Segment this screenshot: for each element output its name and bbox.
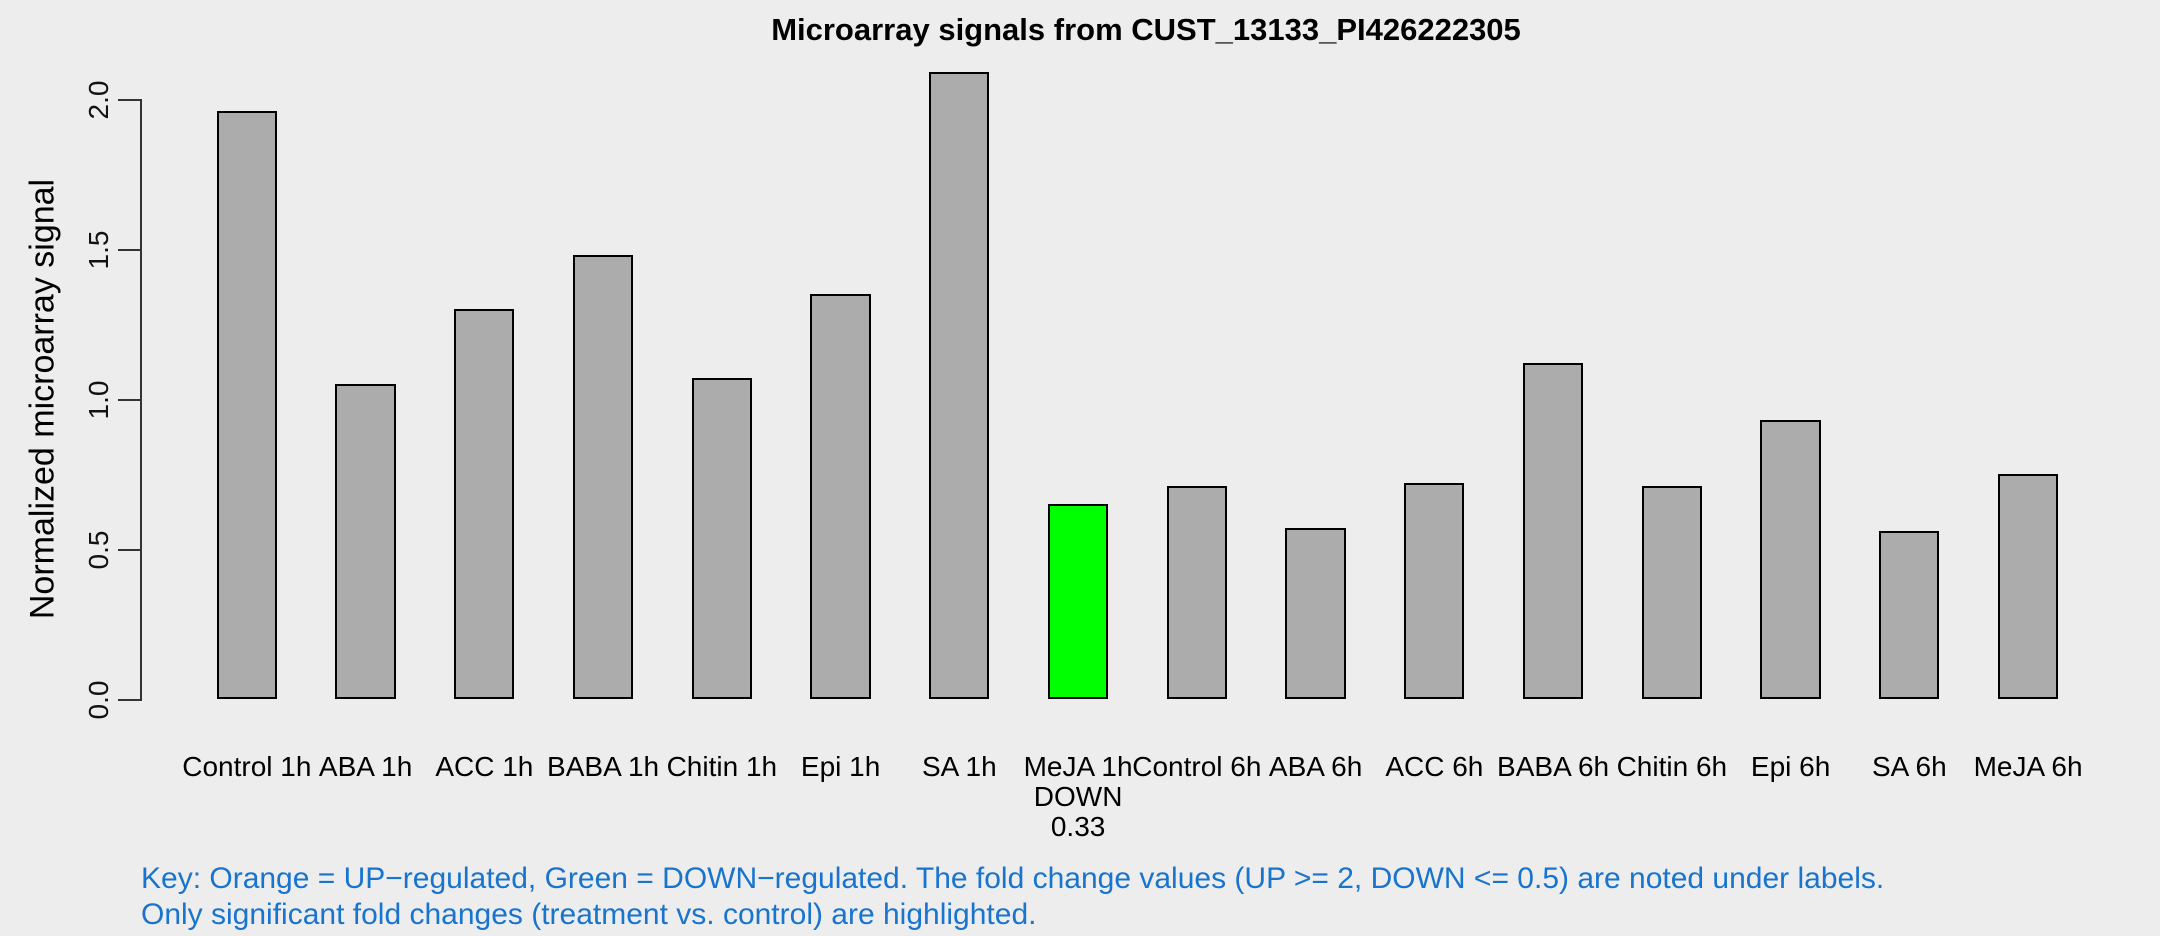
bar-label-aba-1h: ABA 1h (318, 751, 413, 782)
y-tick-label: 2.0 (83, 80, 114, 120)
key-line-1: Key: Orange = UP−regulated, Green = DOWN… (141, 862, 1885, 895)
bar-acc-6h (1404, 483, 1465, 699)
y-tick-label: 1.0 (83, 380, 114, 420)
bar-aba-1h (335, 384, 396, 699)
bar-sa-6h (1879, 531, 1940, 699)
bar-label-epi-1h: Epi 1h (800, 751, 881, 782)
key-line-2: Only significant fold changes (treatment… (141, 898, 1037, 931)
bar-label-baba-1h: BABA 1h (547, 751, 660, 782)
y-tick-mark (118, 99, 142, 101)
bar-label-acc-1h: ACC 1h (435, 751, 534, 782)
bar-label-control-6h: Control 6h (1132, 751, 1262, 782)
y-tick-mark (118, 549, 142, 551)
bar-sa-1h (929, 72, 990, 699)
bar-meja-6h (1997, 474, 2059, 699)
y-tick-label: 1.5 (83, 230, 114, 270)
bar-baba-6h (1522, 363, 1584, 699)
bar-epi-6h (1760, 420, 1821, 699)
bar-label-baba-6h: BABA 6h (1497, 751, 1610, 782)
bar-label-control-1h: Control 1h (182, 751, 312, 782)
bar-chitin-6h (1641, 486, 1702, 699)
y-tick-mark (118, 399, 142, 401)
bar-label-epi-6h: Epi 6h (1750, 751, 1831, 782)
bar-control-1h (216, 111, 277, 699)
chart-title: Microarray signals from CUST_13133_PI426… (771, 12, 1521, 47)
y-tick-label: 0.0 (83, 680, 114, 720)
bar-control-6h (1166, 486, 1227, 699)
regulation-note: DOWN (1033, 781, 1123, 812)
bar-label-chitin-6h: Chitin 6h (1616, 751, 1728, 782)
bar-label-sa-1h: SA 1h (921, 751, 997, 782)
bar-label-aba-6h: ABA 6h (1268, 751, 1363, 782)
bar-aba-6h (1285, 528, 1346, 699)
key-footnote: Key: Orange = UP−regulated, Green = DOWN… (141, 861, 1884, 933)
y-axis-label: Normalized microarray signal (23, 178, 62, 620)
bar-label-acc-6h: ACC 6h (1385, 751, 1484, 782)
y-tick-label: 0.5 (83, 530, 114, 570)
bar-epi-1h (810, 294, 871, 699)
bar-label-chitin-1h: Chitin 1h (666, 751, 778, 782)
y-tick-mark (118, 699, 142, 701)
bar-baba-1h (572, 255, 634, 699)
bar-label-sa-6h: SA 6h (1871, 751, 1947, 782)
bar-label-meja-6h: MeJA 6h (1973, 751, 2083, 782)
y-tick-mark (118, 249, 142, 251)
fold-change-note: 0.33 (1050, 811, 1106, 842)
bar-acc-1h (454, 309, 515, 699)
bar-label-meja-1h: MeJA 1h DOWN 0.33 (1003, 752, 1153, 842)
bar-meja-1h (1047, 504, 1109, 699)
bar-chitin-1h (691, 378, 752, 699)
